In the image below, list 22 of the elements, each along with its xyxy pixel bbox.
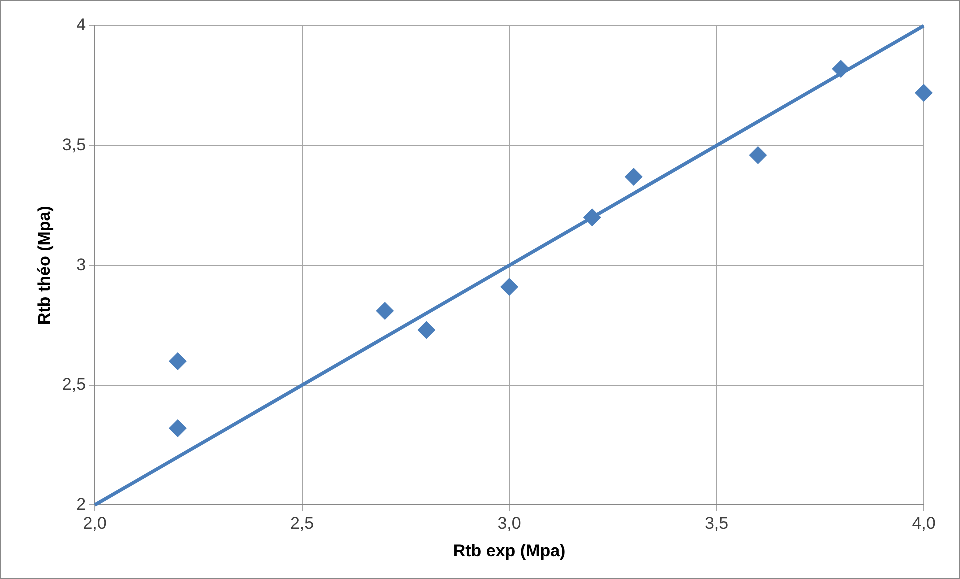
point <box>624 168 643 186</box>
point <box>583 208 602 227</box>
point <box>376 302 394 320</box>
x-tick-label: 4,0 <box>912 514 936 534</box>
y-tick-label: 3,5 <box>62 135 86 154</box>
x-tick-label: 3,5 <box>704 514 729 534</box>
point <box>168 352 187 370</box>
x-tick-label: 2,0 <box>83 514 107 534</box>
point <box>915 84 933 102</box>
point <box>168 420 187 438</box>
point <box>749 146 768 164</box>
x-axis-title: Rtb exp (Mpa) <box>453 541 566 560</box>
y-tick-label: 4 <box>76 16 86 35</box>
x-tick-label: 3,0 <box>498 514 522 534</box>
point <box>832 60 850 78</box>
point <box>500 278 519 296</box>
point <box>418 321 436 340</box>
y-tick-label: 2,5 <box>62 375 86 394</box>
y-axis-title: Rtb théo (Mpa) <box>34 206 54 326</box>
y-tick-label: 2 <box>76 494 86 514</box>
y-tick-label: 3 <box>76 255 86 274</box>
x-tick-label: 2,5 <box>290 514 314 534</box>
